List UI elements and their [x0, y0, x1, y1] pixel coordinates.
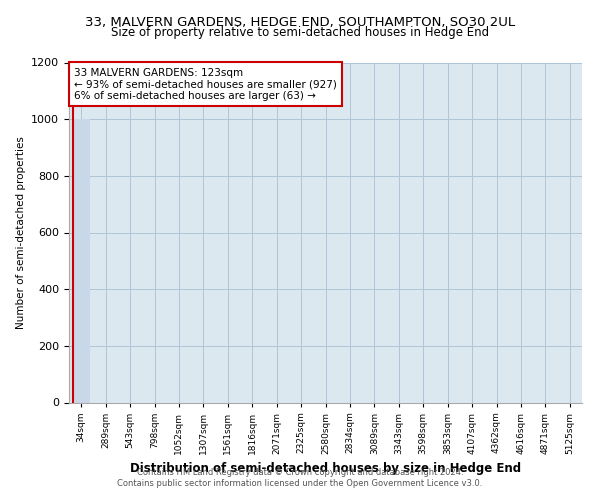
- Text: Size of property relative to semi-detached houses in Hedge End: Size of property relative to semi-detach…: [111, 26, 489, 39]
- Text: Contains HM Land Registry data © Crown copyright and database right 2024.
Contai: Contains HM Land Registry data © Crown c…: [118, 468, 482, 487]
- X-axis label: Distribution of semi-detached houses by size in Hedge End: Distribution of semi-detached houses by …: [130, 462, 521, 475]
- Bar: [73, 119, 90, 403]
- Y-axis label: Number of semi-detached properties: Number of semi-detached properties: [16, 136, 26, 329]
- Text: 33, MALVERN GARDENS, HEDGE END, SOUTHAMPTON, SO30 2UL: 33, MALVERN GARDENS, HEDGE END, SOUTHAMP…: [85, 16, 515, 29]
- Text: 33 MALVERN GARDENS: 123sqm
← 93% of semi-detached houses are smaller (927)
6% of: 33 MALVERN GARDENS: 123sqm ← 93% of semi…: [74, 68, 337, 101]
